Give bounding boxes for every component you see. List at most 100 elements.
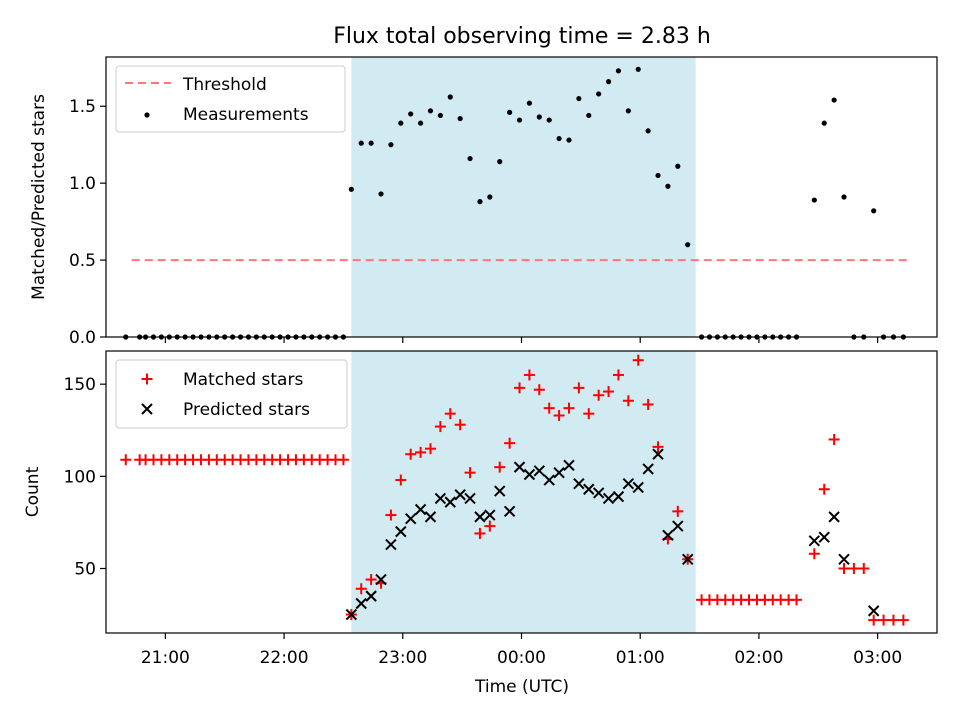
predicted-star-point (474, 511, 486, 523)
measurement-point (821, 120, 827, 126)
y-tick-label: 100 (64, 467, 96, 487)
measurement-point (645, 128, 651, 134)
bottom-y-axis-label: Count (23, 466, 43, 517)
predicted-star-point (424, 511, 437, 523)
measurement-point (358, 140, 364, 146)
predicted-star-point (642, 463, 654, 475)
matched-star-point (828, 433, 840, 445)
bottom-legend: Matched stars Predicted stars (115, 359, 348, 429)
predicted-star-point (355, 597, 367, 610)
matched-star-point (593, 389, 605, 401)
measurement-point (655, 172, 661, 179)
bottom-panel: 50 100 150 21:00 22:00 23:00 00:00 01:00 02:00 0… (23, 350, 938, 697)
x-tick-label: 21:00 (141, 648, 190, 668)
matched-star-point (523, 369, 535, 381)
predicted-star-point (818, 531, 830, 543)
measurement-point (576, 95, 582, 102)
matched-star-point (848, 562, 860, 574)
matched-star-point (434, 421, 446, 433)
matched-star-point (355, 583, 367, 595)
predicted-star-point (404, 513, 417, 525)
matched-star-point (415, 446, 427, 458)
measurement-point (447, 94, 453, 100)
top-legend-box (115, 65, 346, 133)
matched-star-point (878, 614, 890, 626)
matched-star-point (504, 437, 516, 449)
measurement-point (635, 66, 641, 72)
measurement-point (378, 191, 384, 197)
measurement-point (831, 97, 837, 103)
measurement-point (507, 109, 513, 115)
predicted-star-point (828, 511, 840, 523)
measurement-point (625, 108, 631, 114)
matched-star-point (887, 614, 899, 626)
matched-star-point (385, 509, 397, 521)
matched-star-point (652, 441, 664, 453)
measurement-point (526, 100, 533, 106)
predicted-star-point (533, 465, 546, 477)
measurement-point (546, 117, 552, 123)
measurement-point (586, 112, 592, 119)
measurement-point (841, 194, 847, 200)
measurement-point (457, 115, 463, 122)
chart-title: Flux total observing time = 2.83 h (333, 24, 711, 49)
measurement-point (811, 197, 817, 203)
matched-star-point (120, 454, 132, 466)
measurement-point (871, 208, 877, 214)
predicted-star-point (503, 505, 516, 518)
predicted-star-point (414, 503, 427, 516)
predicted-star-point (464, 492, 476, 505)
predicted-star-point (602, 492, 615, 505)
measurement-point (615, 68, 622, 74)
matched-star-point (632, 354, 644, 366)
measurement-point (398, 120, 404, 126)
y-tick-label: 1.5 (69, 97, 96, 117)
measurement-point (477, 199, 483, 205)
predicted-star-point (612, 490, 625, 503)
predicted-star-point (454, 489, 466, 501)
matched-star-point (672, 505, 684, 517)
matched-star-point (405, 448, 417, 460)
predicted-star-point (375, 573, 387, 586)
predicted-star-point (592, 487, 605, 499)
legend-measurements-swatch (144, 112, 150, 118)
predicted-star-point (553, 466, 565, 479)
matched-star-point (622, 395, 634, 407)
matched-star-point (573, 382, 585, 394)
matched-star-point (533, 384, 545, 396)
legend-measurements-label: Measurements (183, 105, 309, 125)
predicted-star-point (573, 477, 585, 490)
measurement-point (388, 142, 394, 148)
matched-star-point (395, 474, 407, 486)
y-tick-label: 150 (64, 375, 96, 395)
x-tick-label: 01:00 (616, 648, 665, 668)
matched-star-point (444, 408, 456, 420)
matched-star-point (337, 454, 349, 466)
predicted-star-point (365, 590, 377, 602)
predicted-star-point (622, 477, 635, 490)
top-legend: Threshold Measurements (115, 65, 346, 133)
measurement-point (596, 91, 602, 97)
measurement-point (348, 186, 354, 192)
legend-matched-swatch (141, 373, 153, 385)
matched-star-point (365, 574, 377, 586)
matched-star-point (858, 562, 870, 574)
matched-star-point (553, 410, 565, 422)
measurement-point (536, 114, 542, 120)
matched-star-point (424, 443, 436, 455)
predicted-star-point (543, 474, 555, 486)
predicted-star-point (632, 481, 644, 494)
matched-star-point (603, 386, 615, 398)
predicted-star-point (484, 509, 496, 521)
predicted-star-point (681, 553, 694, 565)
matched-star-point (818, 483, 830, 495)
matched-star-point (454, 419, 466, 431)
predicted-star-point (385, 538, 397, 551)
bottom-x-ticks: 21:00 22:00 23:00 00:00 01:00 02:00 03:00 (141, 633, 902, 668)
matched-star-point (897, 614, 909, 626)
top-shaded-interval (351, 57, 696, 337)
x-axis-label: Time (UTC) (474, 677, 569, 697)
matched-star-point (543, 402, 555, 414)
matched-star-point (791, 594, 803, 606)
